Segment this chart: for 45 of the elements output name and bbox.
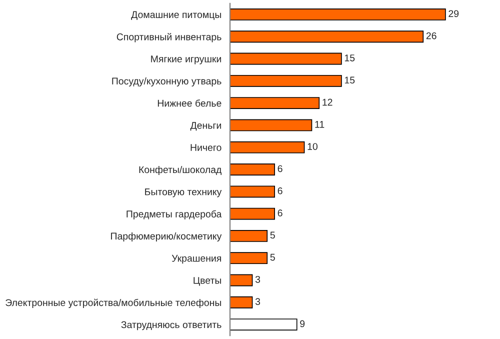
y-tick-label: Украшения <box>172 254 221 264</box>
data-label: 26 <box>426 32 436 40</box>
y-tick-label: Предметы гардероба <box>126 210 222 220</box>
bar <box>230 274 253 286</box>
data-label: 3 <box>255 276 260 283</box>
data-label: 5 <box>270 254 275 261</box>
data-label: 9 <box>300 320 305 328</box>
data-label: 29 <box>448 10 459 18</box>
data-label: 11 <box>315 121 324 128</box>
y-tick-label: Домашние питомцы <box>131 11 221 20</box>
y-tick-label: Бытовую технику <box>145 188 222 198</box>
bar <box>230 230 268 242</box>
y-tick-label: Мягкие игрушки <box>151 56 221 64</box>
data-label: 3 <box>255 298 260 305</box>
data-label: 10 <box>308 143 318 150</box>
data-label: 15 <box>344 54 355 62</box>
data-label: 6 <box>278 187 282 194</box>
y-tick-label: Парфюмерию/косметику <box>111 232 222 242</box>
data-label: 12 <box>322 98 332 106</box>
data-label: 6 <box>278 210 282 216</box>
y-tick-label: Спортивный инвентарь <box>116 33 222 42</box>
bar <box>230 164 275 176</box>
y-tick-label: Нижнее белье <box>158 99 222 107</box>
bar <box>230 30 424 43</box>
y-tick-label: Цветы <box>194 277 221 286</box>
bar <box>230 208 275 220</box>
bar <box>230 141 305 154</box>
data-label: 5 <box>270 232 275 239</box>
bar <box>230 252 268 264</box>
bar <box>230 186 275 198</box>
y-tick-label: Конфеты/шоколад <box>139 166 222 176</box>
y-tick-label: Деньги <box>190 122 221 131</box>
bar <box>230 296 253 308</box>
bar <box>230 74 342 87</box>
data-label: 15 <box>344 76 355 84</box>
data-label: 6 <box>278 165 282 172</box>
y-tick-label: Посуду/кухонную утварь <box>112 77 222 86</box>
bar <box>230 8 446 20</box>
y-tick-label: Затрудняюсь ответить <box>121 321 222 330</box>
y-tick-label: Электронные устройства/мобильные телефоны <box>6 298 222 308</box>
bar <box>230 97 320 110</box>
bar <box>230 318 298 330</box>
bar <box>230 52 342 65</box>
y-tick-label: Ничего <box>190 144 222 151</box>
bar <box>230 119 312 132</box>
